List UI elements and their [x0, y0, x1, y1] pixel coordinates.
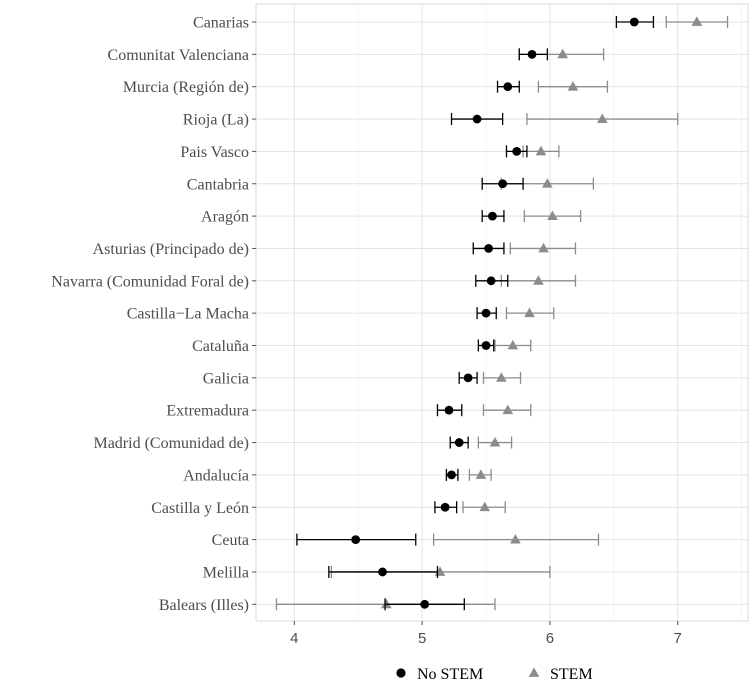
- x-tick-labels: 4 5 6 7: [290, 621, 682, 647]
- category-label-melilla: Melilla: [203, 564, 249, 581]
- point-no-stem-galicia: [463, 373, 473, 383]
- category-label-aragon: Aragón: [201, 209, 249, 226]
- category-label-cantabria: Cantabria: [187, 176, 249, 193]
- category-label-madrid-comunidad-de: Madrid (Comunidad de): [93, 435, 249, 452]
- point-no-stem-murcia-region-de: [503, 82, 513, 92]
- legend-label-no-stem: No STEM: [417, 666, 483, 683]
- point-no-stem-aragon: [488, 211, 497, 221]
- point-stem-extremadura: [502, 404, 514, 415]
- point-no-stem-andalucia: [447, 470, 456, 480]
- legend-marker-stem: [528, 667, 540, 677]
- category-label-pais-vasco: Pais Vasco: [180, 144, 249, 161]
- point-stem-cantabria: [542, 178, 553, 188]
- series-no-stem: [296, 16, 655, 611]
- point-no-stem-navarra-comunidad-foral-de: [486, 276, 496, 286]
- point-no-stem-canarias: [629, 17, 639, 27]
- point-no-stem-melilla: [378, 567, 387, 577]
- point-stem-madrid-comunidad-de: [489, 436, 501, 447]
- point-stem-asturias-principado-de: [538, 242, 549, 253]
- point-no-stem-cantabria: [498, 179, 508, 189]
- category-label-galicia: Galicia: [203, 370, 249, 387]
- point-no-stem-castilla-y-leon: [440, 502, 450, 512]
- x-tick-label-6: 6: [546, 630, 554, 647]
- point-no-stem-cataluna: [481, 341, 491, 350]
- point-no-stem-pais-vasco: [512, 147, 522, 156]
- category-label-extremadura: Extremadura: [166, 403, 249, 420]
- point-stem-aragon: [547, 210, 558, 221]
- series-marks: [275, 16, 729, 611]
- point-stem-murcia-region-de: [567, 81, 579, 91]
- point-stem-ceuta: [510, 534, 521, 544]
- legend-marker-no-stem: [396, 668, 406, 678]
- category-label-navarra-comunidad-foral-de: Navarra (Comunidad Foral de): [51, 273, 249, 290]
- point-stem-galicia: [496, 372, 507, 382]
- x-tick-label-5: 5: [418, 630, 426, 647]
- legend: No STEM STEM: [396, 666, 593, 683]
- category-label-castilla-y-leon: Castilla y León: [151, 500, 249, 517]
- point-stem-castilla-y-leon: [479, 501, 491, 512]
- category-label-castilla-la-macha: Castilla−La Macha: [127, 306, 249, 323]
- point-stem-rioja-la: [596, 113, 608, 123]
- category-labels: Canarias Comunitat Valenciana Murcia (Regi…: [51, 15, 256, 614]
- point-stem-pais-vasco: [535, 145, 547, 156]
- category-label-comunitat-valenciana: Comunitat Valenciana: [108, 47, 249, 64]
- legend-label-stem: STEM: [550, 666, 593, 683]
- category-label-asturias-principado-de: Asturias (Principado de): [93, 241, 249, 258]
- point-stem-balears-illes: [381, 598, 392, 609]
- point-no-stem-extremadura: [444, 405, 454, 415]
- point-stem-canarias: [691, 16, 703, 26]
- category-label-ceuta: Ceuta: [212, 532, 249, 549]
- x-tick-label-4: 4: [290, 630, 298, 647]
- point-no-stem-comunitat-valenciana: [527, 49, 537, 59]
- category-label-balears-illes: Balears (Illes): [159, 597, 249, 614]
- point-no-stem-asturias-principado-de: [484, 244, 493, 253]
- x-tick-label-7: 7: [674, 630, 682, 647]
- point-no-stem-rioja-la: [472, 114, 482, 124]
- category-label-rioja-la: Rioja (La): [183, 112, 249, 129]
- point-no-stem-castilla-la-macha: [481, 308, 491, 318]
- plot-panel: [255, 3, 749, 622]
- category-label-murcia-region-de: Murcia (Región de): [123, 79, 249, 96]
- point-stem-castilla-la-macha: [524, 307, 535, 318]
- category-label-canarias: Canarias: [193, 15, 249, 32]
- point-no-stem-madrid-comunidad-de: [454, 438, 464, 447]
- point-stem-andalucia: [475, 469, 487, 479]
- point-stem-navarra-comunidad-foral-de: [533, 275, 544, 285]
- point-stem-cataluna: [507, 339, 519, 350]
- category-label-andalucia: Andalucía: [183, 467, 249, 484]
- point-stem-comunitat-valenciana: [557, 48, 569, 59]
- category-label-cataluna: Cataluña: [192, 338, 249, 355]
- point-no-stem-balears-illes: [420, 599, 430, 609]
- point-no-stem-ceuta: [351, 535, 361, 544]
